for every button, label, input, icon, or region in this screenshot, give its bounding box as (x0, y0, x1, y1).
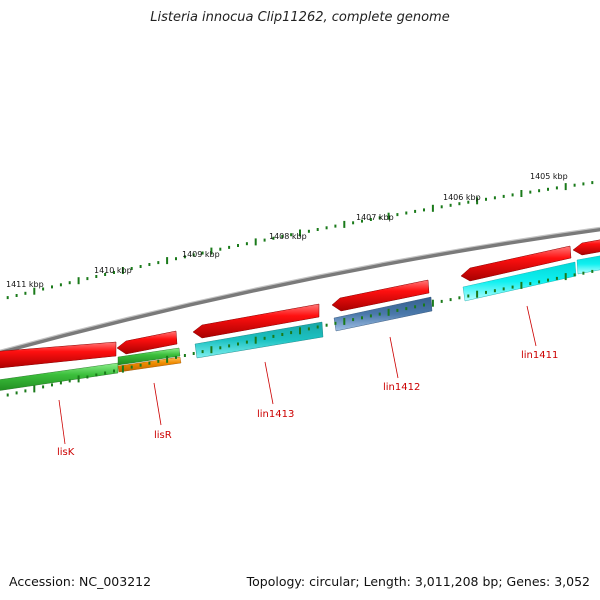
ruler-label-1405: 1405 kbp (530, 172, 568, 181)
ruler-label-1407: 1407 kbp (356, 213, 394, 222)
gene-label-lisR[interactable]: lisR (154, 430, 172, 441)
leader-lisK (58, 399, 66, 445)
cds-arrow[interactable] (192, 303, 320, 339)
gene-bar-lisK[interactable] (0, 362, 119, 392)
gene-label-lisK[interactable]: lisK (57, 447, 75, 458)
ruler-label-1406: 1406 kbp (443, 193, 481, 202)
cds-arrow[interactable] (116, 330, 178, 355)
ruler-label-1410: 1410 kbp (94, 266, 132, 275)
topology-text: Topology: circular; Length: 3,011,208 bp… (246, 574, 590, 589)
gene-track (0, 254, 600, 392)
ruler-labels: 1405 kbp 1406 kbp 1407 kbp 1408 kbp 1409… (6, 172, 568, 289)
gene-label-lin1412[interactable]: lin1412 (383, 382, 420, 393)
label-leaders (58, 305, 537, 445)
cds-arrow[interactable] (572, 238, 600, 256)
ruler-label-1408: 1408 kbp (269, 232, 307, 241)
gene-bar-lisR-upper[interactable] (117, 347, 181, 366)
leader-lin1413 (264, 361, 274, 405)
gene-bar-lin1411[interactable] (462, 261, 577, 302)
ruler-ticks (6, 181, 594, 300)
gene-bar-lin1412[interactable] (333, 296, 433, 332)
gene-bar-lin1413[interactable] (194, 321, 324, 359)
accession-text: Accession: NC_003212 (9, 574, 152, 589)
ruler-label-1411: 1411 kbp (6, 280, 44, 289)
cds-arrow[interactable] (331, 279, 430, 312)
cds-track (0, 238, 600, 369)
backbone (0, 226, 600, 355)
cds-arrow[interactable] (460, 245, 572, 282)
gene-label-lin1413[interactable]: lin1413 (257, 409, 294, 420)
gene-label-lin1411[interactable]: lin1411 (521, 350, 558, 361)
inner-ticks (6, 269, 594, 397)
ruler-label-1409: 1409 kbp (182, 250, 220, 259)
leader-lisR (153, 382, 162, 426)
map-title: Listeria innocua Clip11262, complete gen… (150, 10, 450, 25)
gene-bar-continued[interactable] (576, 254, 600, 275)
leader-lin1411 (526, 305, 537, 347)
leader-lin1412 (389, 336, 399, 379)
cds-arrow[interactable] (0, 341, 117, 369)
gene-labels: lisK lisR lin1413 lin1412 lin1411 (57, 350, 558, 458)
